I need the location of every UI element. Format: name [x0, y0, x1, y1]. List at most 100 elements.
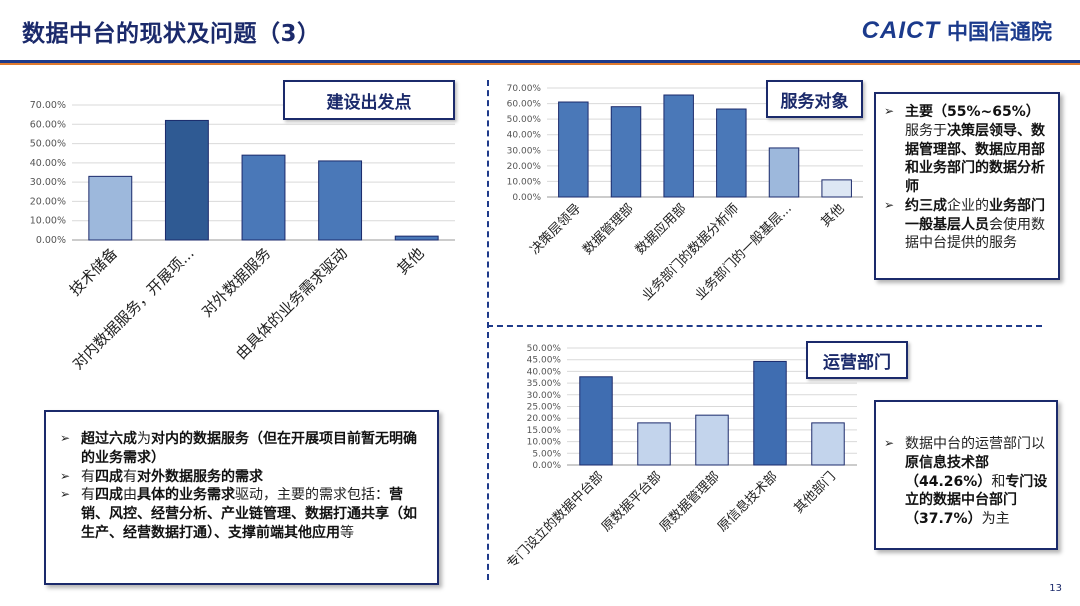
note-text-run: 决策层领导、数据管理部、数据应用部和业务部门的数据分析师 [905, 122, 1045, 195]
note-bullet-item: ➢ 超过六成为对内的数据服务（但在开展项目前暂无明确的业务需求） [60, 430, 427, 468]
note-text-run: 企业的 [947, 197, 989, 214]
note-text-run: 服务于 [905, 122, 947, 139]
y-tick-label: 20.00% [507, 162, 542, 172]
logo-text-en: CAICT [861, 17, 940, 44]
y-tick-label: 40.00% [527, 367, 562, 377]
x-category-label: 其他部门 [791, 469, 838, 516]
caict-logo: CAICT 中国信通院 [862, 16, 1052, 46]
bar [768, 147, 800, 198]
note-text-run: 业务部门一般基层人员 [905, 197, 1045, 233]
note-origin-summary: ➢ 超过六成为对内的数据服务（但在开展项目前暂无明确的业务需求） ➢ 有四成有对外数据… [44, 410, 439, 585]
note-text-run: 对内的数据服务（但在开展项目前暂无明确的业务需求） [81, 431, 417, 466]
note-text-run: 具体的业务需求 [137, 487, 235, 504]
y-tick-label: 20.00% [527, 414, 562, 424]
bar [821, 179, 852, 198]
header-accent-line [0, 63, 1080, 65]
note-service-summary: ➢ 主要（55%~65%） 服务于决策层领导、数据管理部、数据应用部和业务部门的数据… [874, 92, 1060, 280]
y-tick-label: 10.00% [527, 438, 562, 448]
y-tick-label: 50.00% [30, 139, 66, 150]
note-text-run: 数据中台的运营部门以 [905, 436, 1045, 452]
note-text-run: 有 [123, 468, 137, 485]
y-tick-label: 35.00% [527, 379, 562, 389]
horizontal-separator [487, 325, 1042, 327]
x-category-label: 原数据管理部 [657, 469, 723, 535]
bar [579, 376, 613, 466]
y-tick-label: 70.00% [507, 84, 542, 94]
x-category-label: 决策层领导 [527, 201, 584, 258]
y-tick-label: 30.00% [527, 391, 562, 401]
y-tick-label: 25.00% [527, 403, 562, 413]
y-tick-label: 30.00% [30, 177, 66, 188]
bar [164, 119, 209, 241]
bullet-arrow-icon: ➢ [884, 197, 895, 212]
bar [716, 108, 747, 198]
x-category-label: 原数据平台部 [599, 469, 665, 535]
note-operation-summary: ➢ 数据中台的运营部门以原信息技术部（44.26%）和专门设立的数据中台部门（37… [874, 400, 1058, 550]
vertical-separator [487, 80, 489, 580]
origin-bar-chart: 0.00% 10.00% 20.00% 30.00% 40.00% 50.00% 60.00… [30, 100, 455, 373]
header-divider [0, 60, 1080, 63]
note-text-run: 约三成 [905, 197, 947, 214]
y-tick-label: 70.00% [30, 100, 66, 111]
bullet-arrow-icon: ➢ [884, 104, 895, 118]
note-text-run: 有 [81, 468, 95, 485]
bar [318, 160, 363, 241]
bar [811, 422, 845, 466]
bar [88, 175, 133, 241]
service-bar-chart: 0.00% 10.00% 20.00% 30.00% 40.00% 50.00% 60.00… [507, 84, 863, 304]
y-tick-label: 10.00% [30, 216, 66, 227]
x-category-label: 技术储备 [66, 244, 121, 299]
note-text-run: 四成 [95, 487, 123, 504]
note-text-run: 超过六成 [81, 431, 137, 447]
x-category-label: 业务部门的一般基层... [692, 201, 795, 304]
y-tick-label: 15.00% [527, 426, 562, 436]
operation-bar-chart: 0.00% 5.00%10.00% 15.00% 20.00%25.00% 30.00%… [504, 344, 857, 572]
bar [637, 422, 671, 466]
tag-service: 服务对象 [766, 80, 863, 118]
note-text-run: 为主 [981, 511, 1010, 527]
y-tick-label: 0.00% [36, 235, 66, 246]
note-text-run: 由 [123, 487, 137, 504]
note-text-run: 会使用数据中台提供的服务 [905, 216, 1045, 252]
note-bullet-item: ➢ 有四成由具体的业务需求驱动，主要的需求包括：营销、风控、经营分析、产业链管理、… [60, 486, 427, 542]
x-category-label: 其他 [394, 244, 428, 278]
x-category-label: 原信息技术部 [714, 469, 780, 535]
bullet-arrow-icon: ➢ [884, 436, 895, 450]
y-tick-label: 0.00% [532, 461, 561, 471]
y-tick-label: 5.00% [532, 449, 561, 459]
bullet-arrow-icon: ➢ [60, 487, 71, 502]
note-bullet-item: ➢ 有四成有对外数据服务的需求 [60, 468, 427, 487]
note-text-run: 对外数据服务的需求 [137, 468, 263, 485]
note-text-run: 四成 [95, 468, 123, 485]
bar [610, 106, 642, 198]
y-tick-label: 30.00% [507, 146, 542, 156]
bullet-arrow-icon: ➢ [60, 468, 71, 483]
note-text-run: 为 [137, 431, 151, 447]
x-category-label: 业务部门的数据分析师 [639, 201, 742, 304]
bar [558, 101, 589, 198]
tag-operation: 运营部门 [806, 341, 908, 379]
bar [241, 154, 286, 241]
page-number: 13 [1049, 583, 1062, 594]
y-tick-label: 60.00% [30, 119, 66, 130]
y-tick-label: 45.00% [527, 356, 562, 366]
y-tick-label: 0.00% [512, 193, 541, 203]
y-tick-label: 20.00% [30, 196, 66, 207]
tag-origin: 建设出发点 [283, 80, 455, 120]
page-title: 数据中台的现状及问题（3） [22, 21, 321, 47]
logo-text-cn: 中国信通院 [947, 20, 1052, 44]
bar [753, 360, 787, 466]
note-bullet-item: ➢ 约三成企业的业务部门一般基层人员会使用数据中台提供的服务 [884, 197, 1050, 253]
note-bullet-item: ➢ 主要（55%~65%） 服务于决策层领导、数据管理部、数据应用部和业务部门的数据… [884, 103, 1050, 197]
y-tick-label: 60.00% [507, 100, 542, 110]
note-text-run: 和 [991, 473, 1006, 490]
note-text-run: 有 [81, 487, 95, 504]
x-category-label: 专门设立的数据中台部 [504, 469, 607, 572]
note-bullet-item: ➢ 数据中台的运营部门以原信息技术部（44.26%）和专门设立的数据中台部门（37… [884, 435, 1048, 529]
bullet-arrow-icon: ➢ [60, 431, 71, 445]
note-text-run: 主要（55%~65%） [905, 104, 1040, 120]
y-tick-label: 50.00% [507, 115, 542, 125]
note-text-run: 原信息技术部（44.26%） [905, 454, 992, 490]
x-category-label: 数据应用部 [632, 201, 689, 258]
bar [394, 235, 439, 241]
